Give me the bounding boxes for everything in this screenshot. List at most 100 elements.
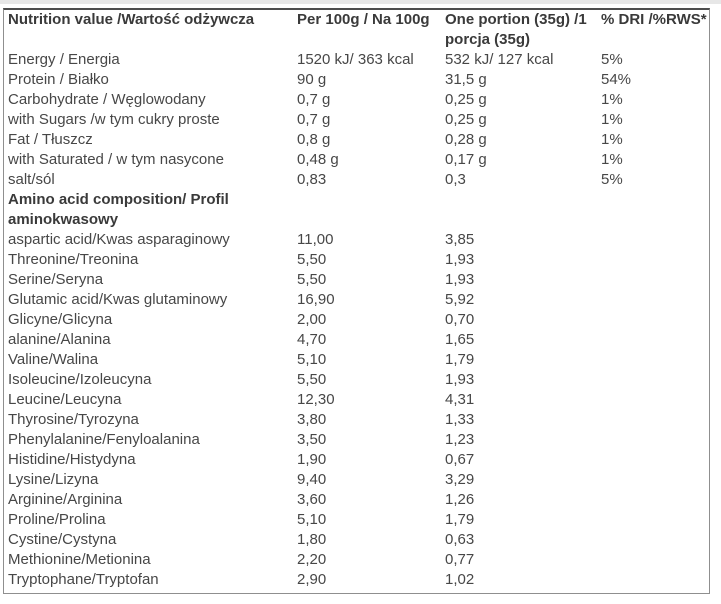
amino-acid-name: Serine/Seryna xyxy=(8,271,104,288)
amino-per-100g: 9,40 xyxy=(297,471,327,488)
amino-acid-row: Isoleucine/Izoleucyna 5,50 1,93 xyxy=(4,370,709,390)
amino-acid-row: Histidine/Histydyna 1,90 0,67 xyxy=(4,450,709,470)
amino-per-portion: 5,92 xyxy=(445,291,475,308)
amino-per-100g: 16,90 xyxy=(297,291,335,308)
header-one-portion: One portion (35g) /1 porcja (35g) xyxy=(445,11,587,48)
dri-percent: 1% xyxy=(601,131,623,148)
amino-acid-name: Glutamic acid/Kwas glutaminowy xyxy=(8,291,228,308)
value-per-portion: 0,17 g xyxy=(445,151,487,168)
value-per-100g: 0,7 g xyxy=(297,91,331,108)
amino-per-portion: 1,02 xyxy=(445,571,475,588)
nutrient-name: with Saturated / w tym nasycone xyxy=(8,151,224,168)
value-per-100g: 0,7 g xyxy=(297,111,331,128)
amino-per-portion: 1,65 xyxy=(445,331,475,348)
nutrient-name: Protein / Białko xyxy=(8,71,109,88)
header-nutrition-value: Nutrition value /Wartość odżywcza xyxy=(8,11,255,28)
nutrient-name: salt/sól xyxy=(8,171,55,188)
dri-percent: 1% xyxy=(601,151,623,168)
amino-acid-name: aspartic acid/Kwas asparaginowy xyxy=(8,231,230,248)
amino-acid-name: Phenylalanine/Fenyloalanina xyxy=(8,431,200,448)
amino-per-100g: 4,70 xyxy=(297,331,327,348)
nutrient-row: Carbohydrate / Węglowodany 0,7 g 0,25 g … xyxy=(4,90,709,110)
amino-per-100g: 5,50 xyxy=(297,271,327,288)
value-per-portion: 0,3 xyxy=(445,171,466,188)
amino-per-100g: 5,50 xyxy=(297,371,327,388)
nutrient-name: Energy / Energia xyxy=(8,51,120,68)
amino-per-100g: 12,30 xyxy=(297,391,335,408)
amino-acid-name: Lysine/Lizyna xyxy=(8,471,99,488)
amino-acid-row: Cystine/Cystyna 1,80 0,63 xyxy=(4,530,709,550)
amino-per-portion: 3,29 xyxy=(445,471,475,488)
amino-per-portion: 0,77 xyxy=(445,551,475,568)
amino-per-100g: 2,90 xyxy=(297,571,327,588)
amino-acid-name: Valine/Walina xyxy=(8,351,99,368)
value-per-portion: 31,5 g xyxy=(445,71,487,88)
amino-acid-row: Lysine/Lizyna 9,40 3,29 xyxy=(4,470,709,490)
amino-acid-row: Methionine/Metionina 2,20 0,77 xyxy=(4,550,709,570)
amino-per-portion: 0,63 xyxy=(445,531,475,548)
amino-acid-row: Glicyne/Glicyna 2,00 0,70 xyxy=(4,310,709,330)
amino-acid-name: Glicyne/Glicyna xyxy=(8,311,113,328)
dri-percent: 5% xyxy=(601,171,623,188)
value-per-portion: 0,25 g xyxy=(445,91,487,108)
amino-acid-row: Leucine/Leucyna 12,30 4,31 xyxy=(4,390,709,410)
amino-per-100g: 3,80 xyxy=(297,411,327,428)
nutrient-row: Energy / Energia 1520 kJ/ 363 kcal 532 k… xyxy=(4,50,709,70)
amino-per-100g: 5,10 xyxy=(297,511,327,528)
amino-acid-name: alanine/Alanina xyxy=(8,331,111,348)
amino-acid-row: Proline/Prolina 5,10 1,79 xyxy=(4,510,709,530)
nutrient-row: Fat / Tłuszcz 0,8 g 0,28 g 1% xyxy=(4,130,709,150)
amino-per-100g: 5,10 xyxy=(297,351,327,368)
amino-per-100g: 3,60 xyxy=(297,491,327,508)
value-per-100g: 0,8 g xyxy=(297,131,331,148)
nutrient-name: Carbohydrate / Węglowodany xyxy=(8,91,206,108)
amino-per-portion: 1,23 xyxy=(445,431,475,448)
amino-per-portion: 1,79 xyxy=(445,511,475,528)
amino-acid-row: Tryptophane/Tryptofan 2,90 1,02 xyxy=(4,570,709,590)
amino-acid-row: Threonine/Treonina 5,50 1,93 xyxy=(4,250,709,270)
table-header-row: Nutrition value /Wartość odżywcza Per 10… xyxy=(4,10,709,50)
value-per-portion: 0,28 g xyxy=(445,131,487,148)
value-per-100g: 0,48 g xyxy=(297,151,339,168)
amino-acid-row: aspartic acid/Kwas asparaginowy 11,00 3,… xyxy=(4,230,709,250)
nutrient-name: with Sugars /w tym cukry proste xyxy=(8,111,220,128)
nutrient-row: with Saturated / w tym nasycone 0,48 g 0… xyxy=(4,150,709,170)
dri-percent: 1% xyxy=(601,111,623,128)
amino-acid-row: Thyrosine/Tyrozyna 3,80 1,33 xyxy=(4,410,709,430)
amino-per-100g: 2,00 xyxy=(297,311,327,328)
dri-percent: 54% xyxy=(601,71,632,88)
header-dri-percent: % DRI /%RWS* xyxy=(601,11,707,28)
dri-percent: 1% xyxy=(601,91,623,108)
amino-per-100g: 2,20 xyxy=(297,551,327,568)
amino-per-portion: 1,93 xyxy=(445,251,475,268)
amino-per-portion: 1,33 xyxy=(445,411,475,428)
amino-acid-name: Methionine/Metionina xyxy=(8,551,151,568)
value-per-portion: 0,25 g xyxy=(445,111,487,128)
amino-per-portion: 0,70 xyxy=(445,311,475,328)
amino-acid-name: Proline/Prolina xyxy=(8,511,106,528)
amino-acid-row: Arginine/Arginina 3,60 1,26 xyxy=(4,490,709,510)
dri-percent: 5% xyxy=(601,51,623,68)
amino-per-portion: 3,85 xyxy=(445,231,475,248)
nutrient-row: salt/sól 0,83 0,3 5% xyxy=(4,170,709,190)
amino-per-portion: 1,26 xyxy=(445,491,475,508)
value-per-100g: 90 g xyxy=(297,71,327,88)
nutrient-row: with Sugars /w tym cukry proste 0,7 g 0,… xyxy=(4,110,709,130)
amino-per-portion: 4,31 xyxy=(445,391,475,408)
amino-per-100g: 1,90 xyxy=(297,451,327,468)
amino-acid-name: Cystine/Cystyna xyxy=(8,531,117,548)
amino-acid-row: Valine/Walina 5,10 1,79 xyxy=(4,350,709,370)
nutrient-name: Fat / Tłuszcz xyxy=(8,131,93,148)
page-top-edge-strip xyxy=(0,0,721,4)
nutrient-row: Protein / Białko 90 g 31,5 g 54% xyxy=(4,70,709,90)
amino-acid-name: Leucine/Leucyna xyxy=(8,391,122,408)
amino-acid-name: Arginine/Arginina xyxy=(8,491,123,508)
amino-per-100g: 3,50 xyxy=(297,431,327,448)
amino-per-portion: 1,93 xyxy=(445,271,475,288)
amino-acid-name: Tryptophane/Tryptofan xyxy=(8,571,159,588)
amino-acid-row: Serine/Seryna 5,50 1,93 xyxy=(4,270,709,290)
value-per-100g: 1520 kJ/ 363 kcal xyxy=(297,51,414,68)
header-per-100g: Per 100g / Na 100g xyxy=(297,11,430,28)
amino-per-100g: 11,00 xyxy=(297,231,334,248)
value-per-portion: 532 kJ/ 127 kcal xyxy=(445,51,554,68)
